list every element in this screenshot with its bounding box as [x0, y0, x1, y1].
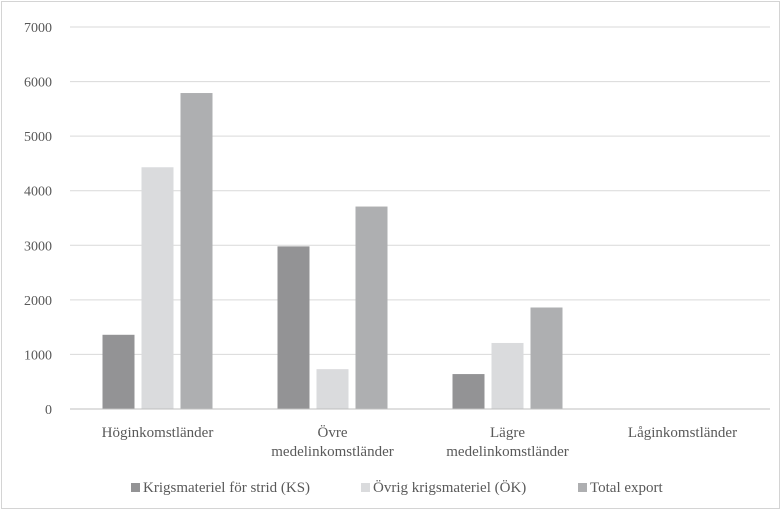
x-tick-label: Låginkomstländer — [628, 425, 737, 441]
legend-label: Total export — [590, 480, 664, 496]
bar — [102, 334, 135, 409]
y-tick-label: 4000 — [24, 185, 52, 200]
legend-item: Övrig krigsmateriel (ÖK) — [361, 479, 526, 496]
legend-swatch — [361, 483, 370, 492]
legend-label: Övrig krigsmateriel (ÖK) — [373, 479, 526, 496]
bar — [141, 167, 174, 409]
y-tick-label: 7000 — [24, 21, 52, 36]
bars — [102, 93, 563, 409]
y-tick-label: 6000 — [24, 76, 52, 91]
category-labels: Höginkomstländer Övre medelinkomstländer Lä… — [102, 424, 737, 460]
x-tick-label: Övre medelinkomstländer — [271, 424, 393, 460]
bar — [530, 307, 563, 409]
bar — [491, 342, 524, 409]
y-tick-label: 0 — [45, 403, 52, 418]
bar — [180, 93, 213, 409]
bar — [452, 374, 485, 409]
legend-label: Krigsmateriel för strid (KS) — [143, 480, 310, 496]
legend-item: Krigsmateriel för strid (KS) — [131, 480, 310, 496]
bar — [355, 206, 388, 409]
legend-item: Total export — [578, 480, 664, 496]
legend-swatch — [131, 483, 140, 492]
y-tick-label: 1000 — [24, 348, 52, 363]
y-tick-label: 5000 — [24, 130, 52, 145]
bar — [277, 246, 310, 409]
y-tick-label: 2000 — [24, 294, 52, 309]
y-tick-label: 3000 — [24, 239, 52, 254]
x-tick-label: Höginkomstländer — [102, 425, 214, 441]
x-tick-label: Lägre medelinkomstländer — [446, 425, 568, 460]
legend: Krigsmateriel för strid (KS) Övrig krigsm… — [131, 479, 664, 496]
legend-swatch — [578, 483, 587, 492]
y-axis-ticks: 0 1000 2000 3000 4000 5000 6000 7000 — [24, 21, 52, 418]
bar — [316, 369, 349, 409]
gridlines — [70, 26, 770, 355]
